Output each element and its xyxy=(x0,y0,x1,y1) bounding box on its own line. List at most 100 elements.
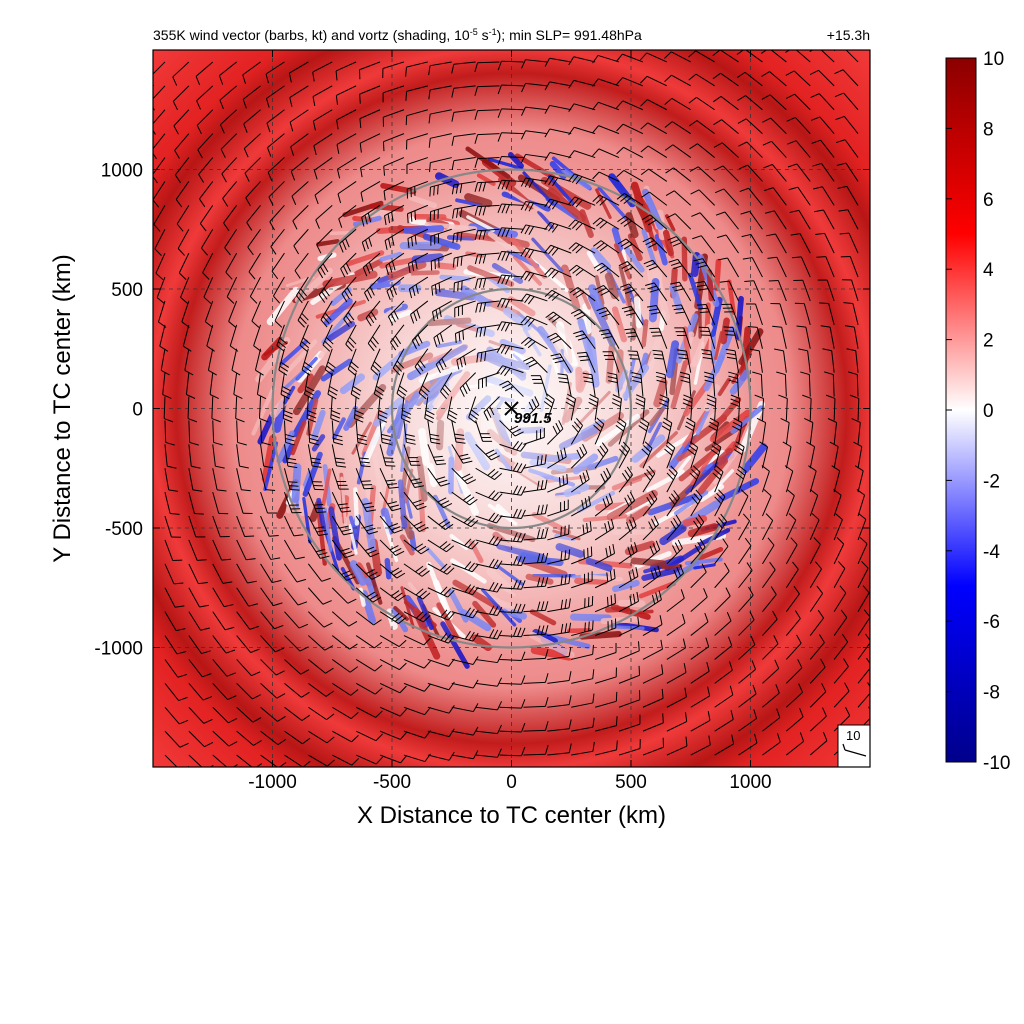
wind-barb xyxy=(304,372,315,400)
wind-barb xyxy=(272,276,285,304)
wind-barb xyxy=(283,468,300,491)
wind-barb xyxy=(242,61,261,85)
wind-barb xyxy=(547,719,572,732)
wind-barb xyxy=(406,180,429,199)
wind-barb xyxy=(762,117,787,135)
wind-barb xyxy=(547,549,571,565)
wind-barb xyxy=(569,287,596,302)
wind-barb xyxy=(499,651,526,661)
wind-barb xyxy=(188,515,206,538)
wind-barb xyxy=(666,589,685,613)
wind-barb xyxy=(664,121,692,135)
wind-barb xyxy=(405,109,428,126)
wind-barb xyxy=(379,491,402,512)
wind-barb xyxy=(645,282,668,302)
wind-barb xyxy=(523,356,548,374)
wind-barb xyxy=(212,730,238,747)
wind-barb xyxy=(475,629,503,640)
wind-barb xyxy=(353,396,365,423)
wind-barb xyxy=(666,687,687,708)
wind-barb xyxy=(403,420,416,445)
wind-barb xyxy=(499,722,526,733)
wind-barb xyxy=(253,324,262,352)
wind-barb xyxy=(618,466,633,493)
wind-barb xyxy=(433,324,453,347)
colorbar-tick-label: 6 xyxy=(983,190,994,211)
wind-barb xyxy=(664,98,692,111)
wind-barb xyxy=(786,117,811,134)
wind-barb xyxy=(738,513,751,541)
wind-barb xyxy=(714,165,739,182)
wind-barb xyxy=(313,157,333,180)
wind-barb xyxy=(260,611,284,630)
wind-barb xyxy=(762,635,779,660)
wind-barb xyxy=(212,706,238,724)
wind-barb xyxy=(293,228,309,255)
wind-barb xyxy=(690,612,709,636)
wind-barb xyxy=(776,371,787,397)
wind-barb xyxy=(246,205,261,231)
wind-barb xyxy=(164,659,188,678)
wind-barb xyxy=(658,394,670,421)
wind-barb xyxy=(218,61,237,85)
wind-barb xyxy=(308,730,335,744)
wind-barb xyxy=(544,244,572,256)
wind-barb xyxy=(736,50,763,63)
wind-barb xyxy=(233,372,243,400)
wind-barb xyxy=(708,417,719,445)
wind-barb xyxy=(547,447,567,469)
wind-barb xyxy=(809,537,821,565)
wind-barb xyxy=(857,536,868,565)
wind-barb xyxy=(428,109,452,124)
wind-barb xyxy=(544,81,572,91)
wind-barb xyxy=(188,754,214,767)
wind-barb xyxy=(174,133,190,159)
wind-barb xyxy=(520,201,548,212)
wind-barb xyxy=(284,539,305,560)
wind-barb xyxy=(573,330,596,350)
wind-barb xyxy=(379,468,399,489)
wind-barb xyxy=(289,109,309,132)
wind-barb xyxy=(523,649,549,660)
wind-barb xyxy=(243,133,261,158)
wind-barb xyxy=(785,489,795,517)
wind-barb xyxy=(520,293,548,305)
wind-barb xyxy=(721,303,740,326)
wind-barb xyxy=(618,567,639,589)
wind-barb xyxy=(791,256,811,278)
wind-barb xyxy=(761,94,787,111)
wind-barb xyxy=(291,181,309,206)
wind-barb xyxy=(639,52,668,63)
wind-barb xyxy=(153,157,166,184)
wind-barb xyxy=(714,685,734,708)
wind-barb xyxy=(270,228,285,255)
wind-barb xyxy=(571,717,595,732)
wind-barb xyxy=(739,187,763,206)
wind-barb xyxy=(547,499,569,517)
wind-barb xyxy=(571,669,595,684)
wind-barb xyxy=(521,82,548,93)
wind-barb xyxy=(268,181,285,206)
wind-barb xyxy=(236,659,261,677)
wind-barb xyxy=(315,204,333,229)
wind-barb xyxy=(713,142,739,158)
wind-barb xyxy=(789,209,811,230)
wind-barb xyxy=(809,609,824,636)
wind-barb xyxy=(451,656,479,666)
wind-barb xyxy=(231,348,241,376)
wind-barb xyxy=(688,120,715,135)
wind-barb xyxy=(547,671,572,684)
wind-barb xyxy=(671,304,692,326)
wind-barb xyxy=(688,96,715,111)
wind-barb xyxy=(260,659,285,676)
wind-barb xyxy=(337,181,357,204)
wind-barb xyxy=(220,133,238,158)
wind-barb xyxy=(817,279,835,302)
wind-barb xyxy=(523,479,548,493)
wind-barb xyxy=(188,611,210,631)
wind-barb xyxy=(738,164,763,182)
wind-barb xyxy=(154,229,166,256)
wind-barb xyxy=(665,167,692,182)
wind-barb xyxy=(499,555,526,567)
wind-barb xyxy=(211,396,221,423)
